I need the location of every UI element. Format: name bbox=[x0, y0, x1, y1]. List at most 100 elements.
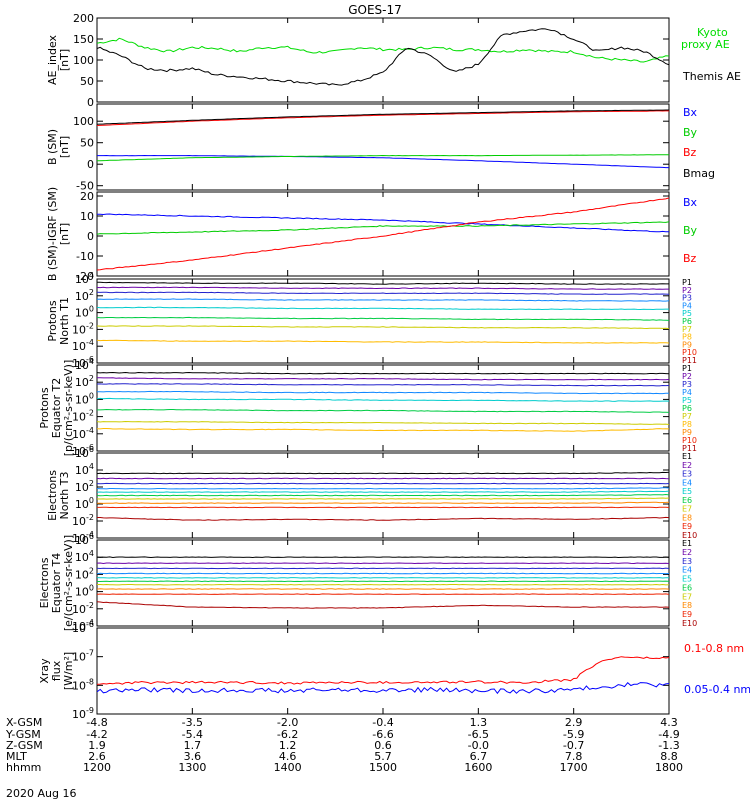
footer-value: -4.9 bbox=[658, 728, 679, 741]
panel-frame bbox=[96, 191, 670, 277]
y-tick-label: 106 bbox=[75, 445, 94, 460]
y-tick-label: 10 bbox=[80, 210, 94, 223]
figure-title: GOES-17 bbox=[348, 3, 402, 17]
series-line-e7 bbox=[97, 497, 669, 500]
legend-by: By bbox=[683, 126, 698, 139]
footer-value: 8.8 bbox=[660, 750, 678, 763]
series-line-e2 bbox=[97, 477, 669, 480]
footer-row-label: X-GSM bbox=[6, 716, 42, 729]
legend-p1: P1 bbox=[682, 278, 692, 287]
y-axis-label: Xrayflux[W/m²] bbox=[38, 652, 75, 690]
y-tick-label: 10-2 bbox=[72, 601, 94, 616]
series-line-p4 bbox=[97, 298, 669, 302]
legend-e9: E9 bbox=[682, 610, 692, 619]
y-tick-label: 10-9 bbox=[72, 706, 94, 721]
footer-value: 1700 bbox=[560, 761, 588, 774]
y-tick-label: 100 bbox=[73, 54, 94, 67]
legend-p8: P8 bbox=[682, 333, 692, 342]
series-group bbox=[97, 556, 669, 609]
series-line-e4 bbox=[97, 572, 669, 575]
footer-value: -5.9 bbox=[563, 728, 584, 741]
series-line-p8 bbox=[97, 428, 669, 432]
legend-by: By bbox=[683, 224, 698, 237]
legend-p10: P10 bbox=[682, 436, 697, 445]
series-line-p4 bbox=[97, 390, 669, 395]
legend-p1: P1 bbox=[682, 364, 692, 373]
y-tick-label: 0 bbox=[87, 230, 94, 243]
y-tick-label: 10-2 bbox=[72, 513, 94, 528]
series-line-kyoto-proxy-ae bbox=[97, 37, 669, 63]
series-line-e9 bbox=[97, 506, 669, 509]
y-axis-label: ProtonsEquator T2[p/(cm²-s-sr-keV)] bbox=[38, 360, 75, 457]
legend-e9: E9 bbox=[682, 522, 692, 531]
y-axis-label: ProtonsNorth T1 bbox=[46, 297, 71, 345]
y-axis-label: ElectronsEquator T4[e/(cm²-s-sr-keV)] bbox=[38, 535, 75, 631]
legend-p2: P2 bbox=[682, 372, 692, 381]
series-line-e4 bbox=[97, 487, 669, 490]
series-group bbox=[97, 656, 669, 695]
legend-p6: P6 bbox=[682, 404, 692, 413]
y-tick-label: 150 bbox=[73, 33, 94, 46]
footer-value: 3.6 bbox=[184, 750, 202, 763]
y-tick-label: 104 bbox=[75, 462, 94, 477]
footer-value: 1300 bbox=[178, 761, 206, 774]
y-tick-label: 200 bbox=[73, 12, 94, 25]
footer-value: 6.7 bbox=[470, 750, 488, 763]
series-line-p2 bbox=[97, 377, 669, 381]
legend-e5: E5 bbox=[682, 575, 692, 584]
series-line-p7 bbox=[97, 325, 669, 330]
y-tick-label: 10-4 bbox=[72, 338, 94, 353]
series-line-p3 bbox=[97, 291, 669, 295]
y-tick-label: 0 bbox=[87, 96, 94, 109]
series-line-bx bbox=[97, 213, 669, 233]
footer-value: 4.3 bbox=[660, 716, 678, 729]
footer-value: 1.3 bbox=[470, 716, 488, 729]
footer-value: 1.2 bbox=[279, 739, 297, 752]
panel-frame bbox=[96, 539, 670, 627]
legend-e4: E4 bbox=[682, 566, 692, 575]
footer-value: -0.0 bbox=[468, 739, 489, 752]
y-tick-label: 104 bbox=[75, 357, 94, 372]
legend-p7: P7 bbox=[682, 325, 692, 334]
legend-bz: Bz bbox=[683, 252, 697, 265]
legend-p7: P7 bbox=[682, 412, 692, 421]
series-line-e6 bbox=[97, 580, 669, 583]
footer-value: 4.6 bbox=[279, 750, 297, 763]
y-axis-label: B (SM)[nT] bbox=[46, 129, 71, 165]
y-tick-label: -20 bbox=[76, 270, 94, 283]
y-tick-label: 50 bbox=[80, 137, 94, 150]
legend-p6: P6 bbox=[682, 317, 692, 326]
y-tick-label: 104 bbox=[75, 271, 94, 286]
panel-3: -20 -10 0 10 20 B (SM)-IGRF (SM)[nT] Bx By Bz bbox=[46, 187, 698, 283]
y-tick-label: 102 bbox=[75, 288, 94, 303]
panel-frame bbox=[96, 627, 670, 715]
series-line-e10 bbox=[97, 516, 669, 521]
footer-value: 1400 bbox=[274, 761, 302, 774]
panel-frame bbox=[96, 278, 670, 364]
series-line-e2 bbox=[97, 562, 669, 565]
legend-bz: Bz bbox=[683, 146, 697, 159]
series-line-e8 bbox=[97, 501, 669, 504]
legend-e4: E4 bbox=[682, 478, 692, 487]
legend-p2: P2 bbox=[682, 286, 692, 295]
series-line-p3 bbox=[97, 383, 669, 387]
series-line-p6 bbox=[97, 316, 669, 321]
series-line-e7 bbox=[97, 583, 669, 586]
y-tick-label: 10-6 bbox=[72, 355, 94, 370]
legend-e1: E1 bbox=[682, 539, 692, 548]
legend-e6: E6 bbox=[682, 583, 692, 592]
y-tick-label: 106 bbox=[75, 532, 94, 547]
y-axis-label: AE_index[nT] bbox=[46, 34, 71, 85]
footer-value: 1600 bbox=[464, 761, 492, 774]
y-tick-label: 100 bbox=[75, 305, 94, 320]
legend-e6: E6 bbox=[682, 496, 692, 505]
y-tick-label: 10-6 bbox=[72, 620, 94, 635]
legend-e5: E5 bbox=[682, 487, 692, 496]
footer-row-label: Y-GSM bbox=[5, 728, 41, 741]
y-tick-label: 10-6 bbox=[72, 443, 94, 458]
footer-value: -0.4 bbox=[372, 716, 393, 729]
